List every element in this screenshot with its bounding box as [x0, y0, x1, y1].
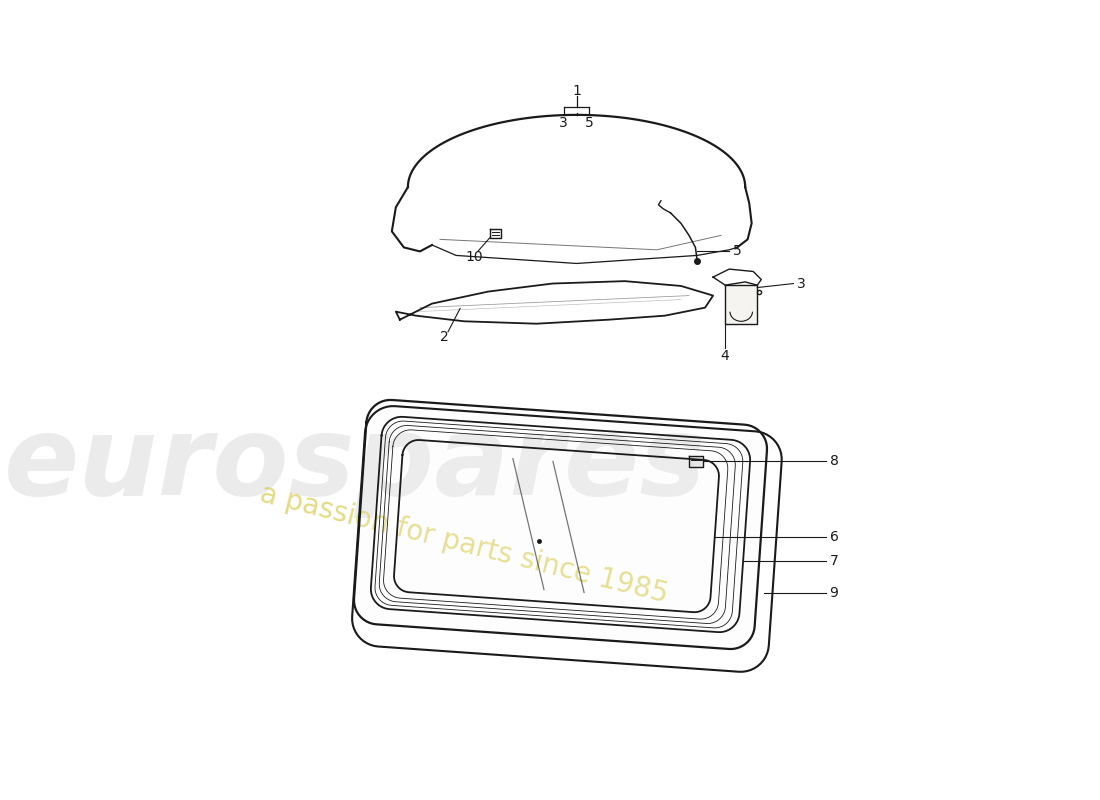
Text: 7: 7 — [829, 554, 838, 569]
Polygon shape — [689, 456, 704, 466]
Text: 10: 10 — [465, 250, 483, 264]
Text: 9: 9 — [829, 586, 838, 600]
Text: 2: 2 — [440, 330, 449, 344]
Text: 6: 6 — [829, 530, 838, 544]
Polygon shape — [354, 400, 767, 649]
Polygon shape — [725, 285, 757, 324]
Text: 3: 3 — [559, 116, 568, 130]
Text: 3: 3 — [798, 277, 806, 290]
Text: eurospares: eurospares — [4, 410, 707, 518]
Text: a passion for parts since 1985: a passion for parts since 1985 — [257, 480, 671, 609]
Text: 8: 8 — [829, 454, 838, 468]
Text: 4: 4 — [720, 349, 729, 363]
Text: 5: 5 — [585, 116, 594, 130]
Text: 5: 5 — [734, 245, 741, 258]
Polygon shape — [490, 229, 502, 238]
Text: 1: 1 — [572, 84, 581, 98]
